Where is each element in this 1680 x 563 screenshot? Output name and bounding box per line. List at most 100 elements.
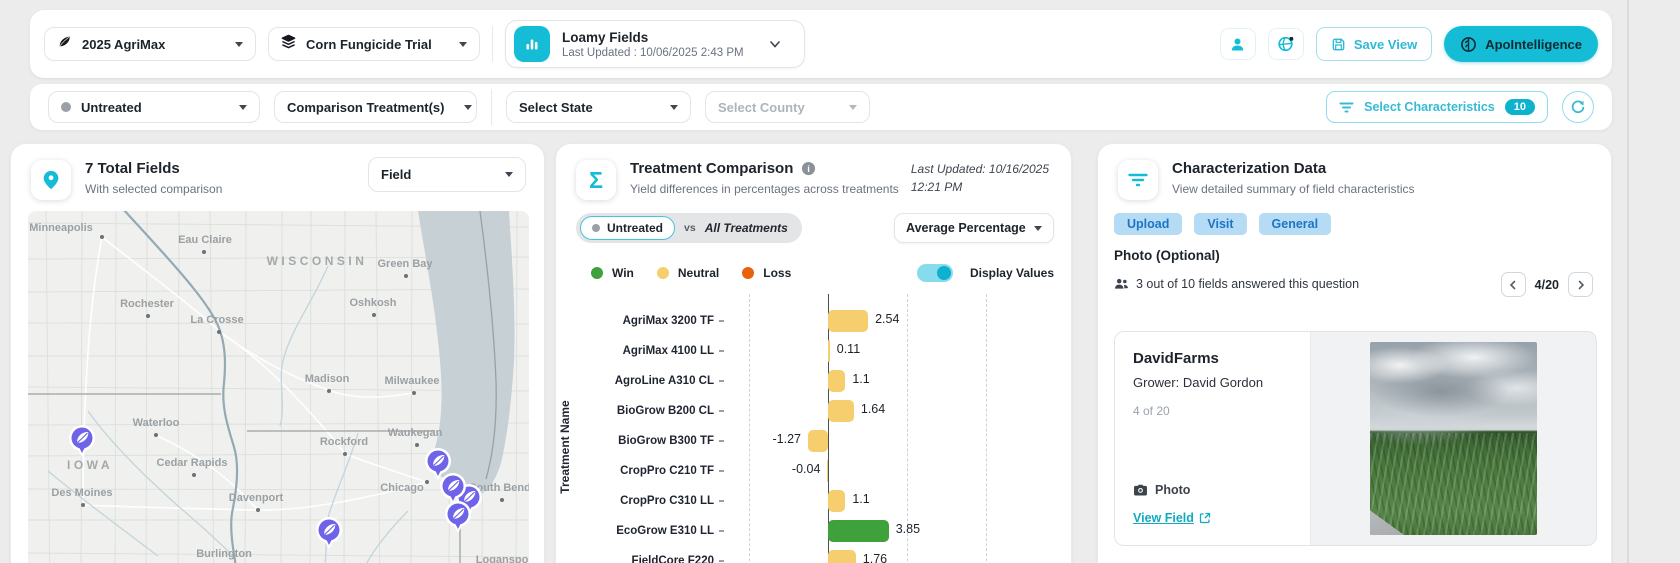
treatment-panel-title: Treatment Comparison [630,160,794,177]
treatment-dot-icon [61,102,71,112]
map-city-dot [327,389,331,393]
refresh-button[interactable] [1562,91,1594,123]
refresh-icon [1571,100,1585,114]
fields-panel-subtitle: With selected comparison [85,182,223,196]
map-city-label: Minneapolis [29,222,93,234]
chart-value-label: 1.1 [852,492,870,506]
legend-win-dot [591,267,603,279]
photo-label-row: Photo [1133,483,1190,497]
state-select-value: Select State [519,99,593,115]
chart-row: BioGrow B200 CL 1.64 [572,396,1055,426]
treatment-chart: AgriMax 3200 TF 2.54 AgriMax 4100 LL 0.11 Ag… [572,294,1055,563]
map-city-label: Cedar Rapids [157,457,228,469]
treatment-panel-subtitle: Yield differences in percentages across … [630,182,899,196]
people-icon [1115,278,1128,289]
external-link-icon [1199,512,1211,524]
save-view-button[interactable]: Save View [1315,27,1433,61]
legend-loss-dot [742,267,755,279]
view-field-link[interactable]: View Field [1133,511,1211,525]
camera-icon [1134,484,1147,496]
axis-tick [719,410,724,412]
leaf-icon [57,34,72,54]
chevron-right-icon [1578,280,1584,289]
axis-tick [719,350,724,352]
field-card-details: DavidFarms Grower: David Gordon 4 of 20 … [1115,332,1311,545]
chart-bar[interactable] [828,340,830,362]
dataset-name: Loamy Fields [562,29,649,45]
apointelligence-button[interactable]: ApoIntelligence [1444,26,1598,62]
chart-bar[interactable] [828,310,869,332]
chevron-down-icon [459,41,467,47]
chart-zero-line [828,294,830,563]
leaf-icon [453,508,464,519]
map-city-dot [192,473,196,477]
chart-bar[interactable] [828,520,889,542]
metric-select[interactable]: Average Percentage [894,213,1054,243]
save-icon [1332,38,1345,50]
trial-select[interactable]: Corn Fungicide Trial [268,27,480,61]
legend-win-label: Win [612,266,634,280]
characterization-tabs: Upload Visit General [1114,213,1332,235]
tab-visit[interactable]: Visit [1194,213,1247,235]
chart-gridline [906,294,908,563]
base-treatment-chip[interactable]: Untreated [580,216,676,240]
user-button[interactable] [1219,28,1256,60]
dataset-select[interactable]: Loamy Fields Last Updated : 10/06/2025 2… [505,20,805,68]
info-icon[interactable]: i [801,161,816,176]
comparison-treatments-select[interactable]: Comparison Treatment(s) [274,91,477,123]
leaf-icon [77,432,88,443]
next-card-button[interactable] [1568,272,1593,297]
map-city-dot [256,508,260,512]
map-city-label: Chicago [380,482,424,494]
map-city-dot [81,503,85,507]
map-city-dot [146,314,150,318]
map-city-label: Burlington [196,548,252,560]
tab-general[interactable]: General [1258,213,1332,235]
county-select-value: Select County [718,99,805,115]
base-treatment-select[interactable]: Untreated [48,91,260,123]
legend-loss-label: Loss [763,266,792,280]
display-values-toggle[interactable] [916,264,953,282]
chart-bar[interactable] [828,400,854,422]
map-city-label: Green Bay [377,258,433,270]
prev-card-button[interactable] [1500,272,1526,297]
sigma-icon: Σ [576,160,616,200]
program-select[interactable]: 2025 AgriMax [44,27,256,61]
chart-bar[interactable] [828,370,846,392]
field-marker[interactable] [69,425,95,457]
chart-row: AgroLine A310 CL 1.1 [572,366,1055,396]
chart-category-label: AgroLine A310 CL [614,375,714,387]
chevron-left-icon [1510,280,1516,289]
field-marker[interactable] [425,448,451,480]
chart-bar[interactable] [828,550,856,563]
chart-row: CropPro C310 LL 1.1 [572,486,1055,516]
chart-value-label: 1.76 [862,552,888,563]
card-progress: 4 of 20 [1133,404,1170,418]
fields-map[interactable]: Minneapolis Eau Claire Green Bay Rochester O… [28,211,529,563]
county-select[interactable]: Select County [705,91,870,123]
field-marker[interactable] [440,473,466,505]
field-card: DavidFarms Grower: David Gordon 4 of 20 … [1114,331,1597,546]
map-city-label: Eau Claire [178,234,232,246]
treatment-last-updated: Last Updated: 10/16/2025 12:21 PM [910,162,1049,194]
field-marker[interactable] [445,501,471,533]
corn-field-photo[interactable] [1370,342,1537,535]
card-pagination: 4/20 [1500,272,1593,297]
group-by-select[interactable]: Field [368,157,526,192]
select-characteristics-button[interactable]: Select Characteristics 10 [1326,91,1548,123]
chart-gridlines [724,294,1055,563]
chart-bar[interactable] [828,490,846,512]
person-icon [1232,38,1244,50]
state-select[interactable]: Select State [506,91,691,123]
chart-bar[interactable] [808,430,829,452]
chevron-down-icon [670,104,678,110]
share-button[interactable] [1267,28,1304,60]
field-marker[interactable] [316,517,342,549]
axis-tick [719,470,724,472]
map-city-label: Rockford [320,436,368,448]
treatment-dot-icon [592,224,600,232]
divider [492,26,493,62]
chart-row: AgriMax 4100 LL 0.11 [572,336,1055,366]
chart-bar[interactable] [827,460,829,482]
tab-upload[interactable]: Upload [1114,213,1183,235]
